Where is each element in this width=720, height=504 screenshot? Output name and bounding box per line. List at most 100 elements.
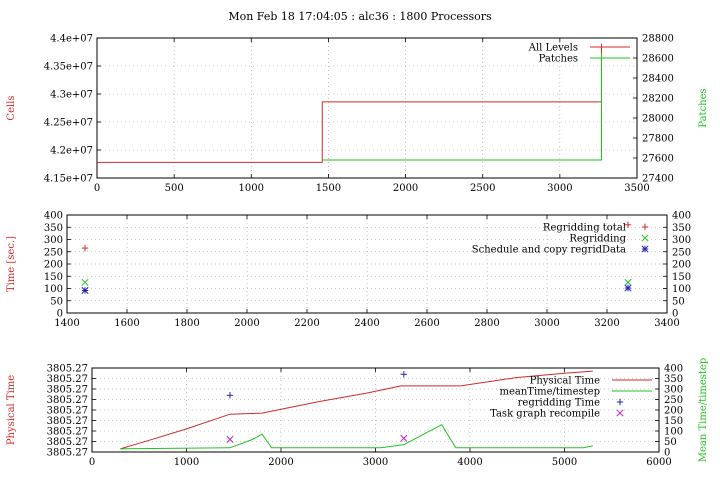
series-3-point — [400, 434, 408, 442]
y-tick-label: 3805.27 — [47, 437, 88, 448]
series-0-line — [97, 43, 603, 163]
legend-label: Patches — [539, 54, 578, 65]
series-1-line — [322, 54, 603, 161]
y-tick-label: 4.15e+07 — [44, 174, 93, 185]
x-tick-label: 2000 — [234, 318, 259, 329]
legend-label: All Levels — [528, 43, 578, 54]
y2-tick-label: 28600 — [642, 54, 674, 65]
series-2-point — [400, 371, 408, 378]
y-tick-label: 50 — [50, 296, 63, 307]
x-tick-label: 3200 — [594, 318, 619, 329]
x-tick-label: 4000 — [457, 457, 482, 468]
x-tick-label: 3000 — [363, 457, 388, 468]
series-1-point — [624, 278, 632, 286]
y-tick-label: 300 — [44, 235, 63, 246]
y2-axis-label: Mean Time/timestep — [698, 358, 709, 462]
y2-axis-label: Patches — [698, 88, 709, 127]
y2-tick-label: 0 — [664, 448, 670, 459]
x-tick-label: 500 — [165, 183, 184, 194]
y2-tick-label: 350 — [664, 374, 683, 385]
y-tick-label: 3805.27 — [47, 374, 88, 385]
x-tick-label: 3000 — [534, 318, 559, 329]
legend-marker — [616, 398, 624, 406]
y2-tick-label: 150 — [672, 272, 691, 283]
y2-tick-label: 400 — [672, 211, 691, 222]
y2-tick-label: 50 — [664, 437, 677, 448]
y2-tick-label: 200 — [664, 406, 683, 417]
plot-frame — [96, 37, 638, 179]
x-tick-label: 2500 — [470, 183, 495, 194]
series-0-point — [81, 244, 89, 252]
legend-label: Task graph recompile — [490, 409, 600, 420]
series-2-point — [624, 284, 632, 292]
y-axis-label: Cells — [6, 95, 17, 120]
y2-tick-label: 100 — [672, 284, 691, 295]
x-tick-label: 3000 — [547, 183, 572, 194]
x-tick-label: 1500 — [316, 183, 341, 194]
y2-tick-label: 27800 — [642, 134, 674, 145]
y2-tick-label: 150 — [664, 416, 683, 427]
y-tick-label: 4.25e+07 — [44, 118, 93, 129]
y-tick-label: 4.35e+07 — [44, 62, 93, 73]
regridding-time-chart: 1400 1600 1800 2000 2200 2400 2600 2800 3000 3200… — [6, 211, 691, 330]
y2-tick-label: 50 — [672, 296, 685, 307]
y2-tick-label: 250 — [664, 395, 683, 406]
legend-label: regridding Time — [518, 398, 600, 409]
cells-patches-chart: 0 500 1000 1500 2000 2500 3000 3500 4.15e+07 4.2e… — [6, 34, 709, 195]
x-tick-label: 3400 — [654, 318, 679, 329]
x-tick-label: 6000 — [646, 457, 671, 468]
x-tick-label: 1600 — [114, 318, 139, 329]
y-tick-label: 100 — [44, 284, 63, 295]
y-tick-label: 3805.27 — [47, 448, 88, 459]
y-tick-label: 3805.27 — [47, 385, 88, 396]
y-tick-label: 3805.27 — [47, 416, 88, 427]
y2-tick-label: 250 — [672, 247, 691, 258]
x-tick-label: 2600 — [414, 318, 439, 329]
legend-marker — [641, 223, 649, 231]
legend-marker — [616, 409, 624, 417]
x-tick-label: 5000 — [552, 457, 577, 468]
legend-label: Regridding — [569, 234, 626, 245]
x-tick-label: 1000 — [239, 183, 264, 194]
y-axis-label: Time [sec.] — [6, 236, 17, 292]
y-tick-label: 0 — [57, 309, 63, 320]
x-tick-label: 2000 — [268, 457, 293, 468]
y2-tick-label: 28000 — [642, 114, 674, 125]
y2-tick-label: 400 — [664, 364, 683, 375]
legend-label: Schedule and copy regridData — [472, 245, 626, 256]
y-tick-label: 3805.27 — [47, 406, 88, 417]
y-tick-label: 4.2e+07 — [50, 146, 93, 157]
y-tick-label: 350 — [44, 223, 63, 234]
y2-tick-label: 28800 — [642, 34, 674, 45]
legend-label: Physical Time — [530, 376, 600, 387]
y2-tick-label: 300 — [664, 385, 683, 396]
x-tick-label: 2400 — [354, 318, 379, 329]
page-title: Mon Feb 18 17:04:05 : alc36 : 1800 Proce… — [228, 10, 492, 23]
legend-label: meanTime/timestep — [499, 387, 600, 398]
y2-tick-label: 100 — [664, 427, 683, 438]
y-tick-label: 3805.27 — [47, 395, 88, 406]
y2-tick-label: 0 — [672, 309, 678, 320]
legend-marker — [641, 245, 649, 253]
series-1-line — [120, 424, 593, 450]
y-tick-label: 250 — [44, 247, 63, 258]
y-tick-label: 3805.27 — [47, 364, 88, 375]
y-tick-label: 400 — [44, 211, 63, 222]
y2-tick-label: 28400 — [642, 74, 674, 85]
y2-tick-label: 28200 — [642, 94, 674, 105]
legend-label: Regridding total — [543, 223, 626, 234]
y-tick-label: 150 — [44, 272, 63, 283]
x-tick-label: 1400 — [54, 318, 79, 329]
series-0-line — [120, 370, 593, 450]
y-tick-label: 4.3e+07 — [50, 90, 93, 101]
legend-marker — [641, 234, 649, 242]
y-tick-label: 3805.27 — [47, 427, 88, 438]
series-1-point — [81, 278, 89, 286]
x-tick-label: 3500 — [624, 183, 649, 194]
x-tick-label: 0 — [89, 457, 95, 468]
series-2-point — [226, 392, 234, 399]
series-0-point — [624, 221, 632, 228]
y2-tick-label: 350 — [672, 223, 691, 234]
series-3-point — [226, 435, 234, 443]
y2-tick-label: 300 — [672, 235, 691, 246]
